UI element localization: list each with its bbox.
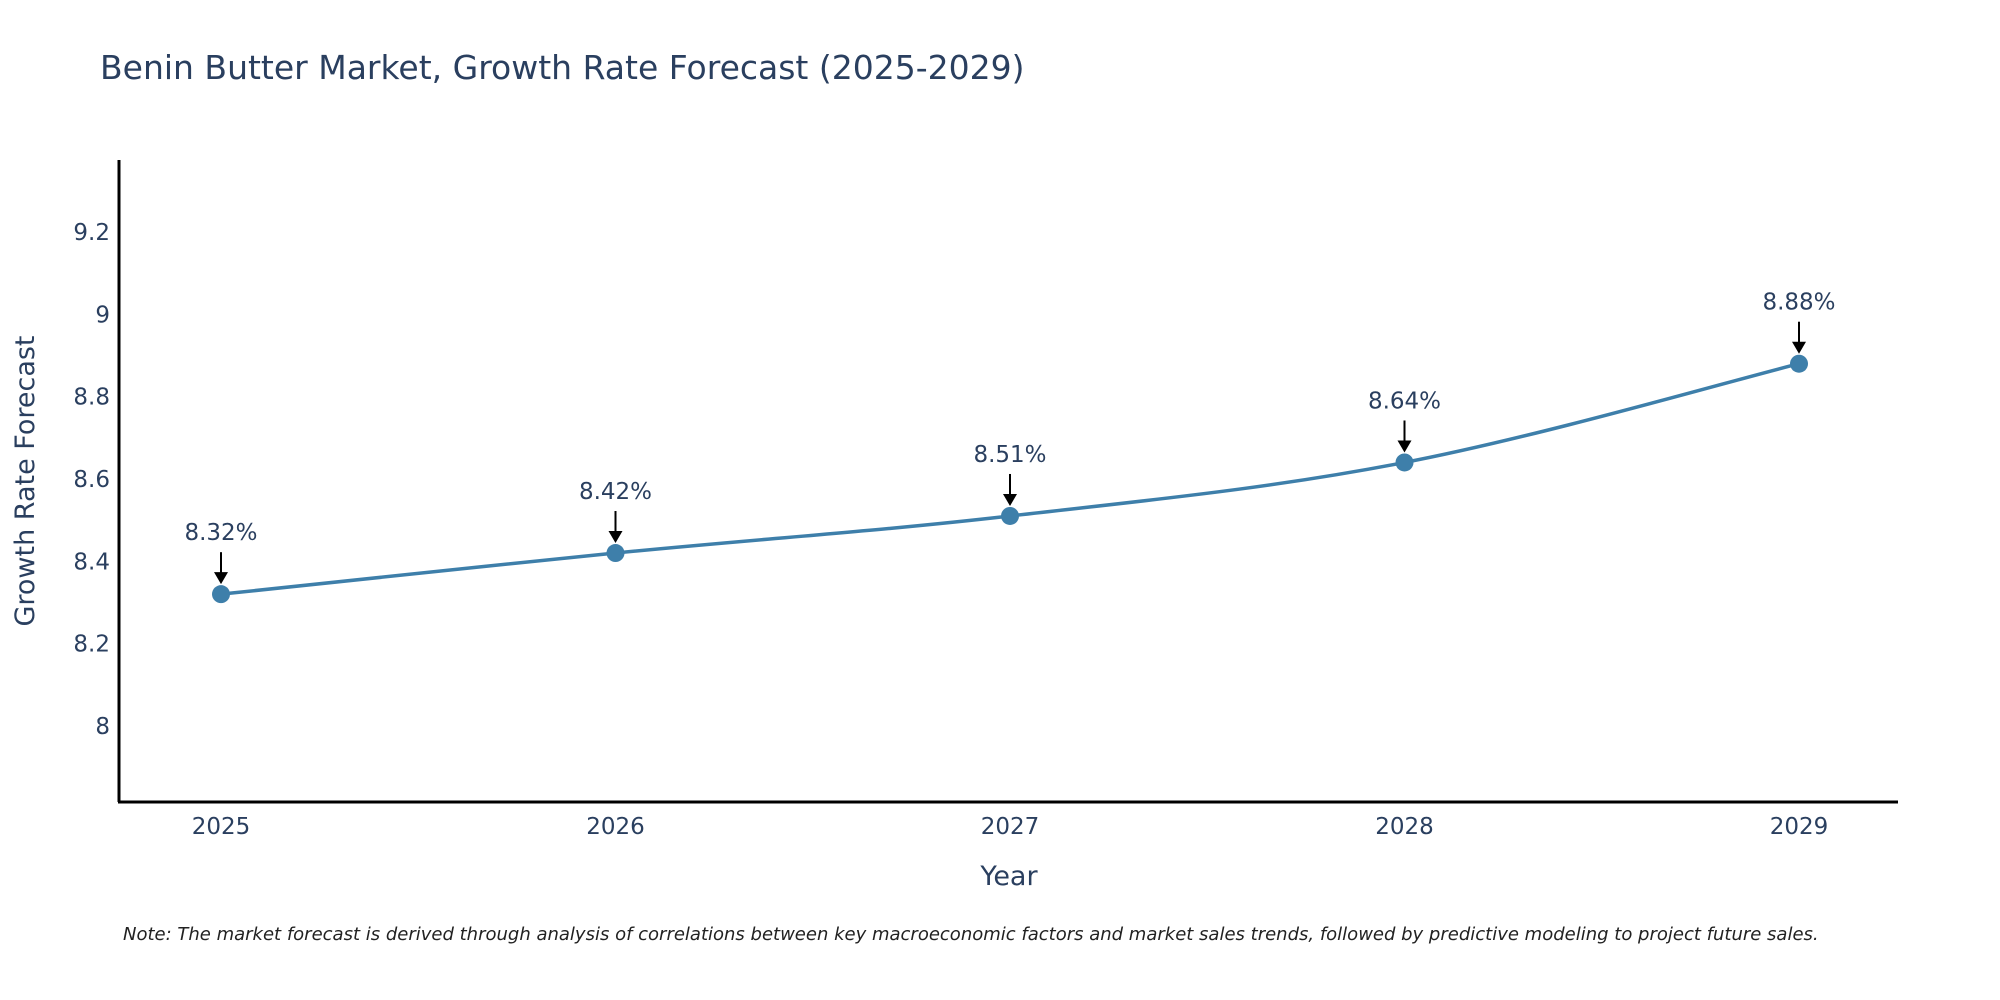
data-point-2026[interactable] — [606, 544, 625, 563]
x-axis-ticks: 2025 2026 2027 2028 2029 — [192, 814, 1829, 840]
y-tick-label: 9 — [95, 302, 110, 328]
footnote: Note: The market forecast is derived thr… — [123, 924, 1819, 945]
data-label-2029: 8.88% — [1762, 290, 1835, 316]
data-point-2028[interactable] — [1395, 453, 1414, 472]
chart-title: Benin Butter Market, Growth Rate Forecas… — [100, 48, 1024, 87]
data-point-2027[interactable] — [1001, 506, 1019, 525]
data-label-2028: 8.64% — [1368, 388, 1441, 414]
data-label-2027: 8.51% — [973, 442, 1046, 468]
x-tick-label: 2027 — [981, 814, 1040, 840]
y-tick-label: 8.6 — [73, 467, 110, 493]
data-point-2029[interactable] — [1790, 354, 1808, 373]
y-tick-label: 8 — [95, 714, 110, 740]
x-tick-label: 2029 — [1770, 814, 1829, 840]
data-label-2025: 8.32% — [184, 520, 257, 546]
annotation-arrow-head — [608, 531, 623, 544]
y-tick-label: 9.2 — [73, 220, 110, 246]
x-tick-label: 2025 — [192, 814, 251, 840]
annotation-arrow-head — [1792, 341, 1806, 354]
data-point-2025[interactable] — [212, 585, 230, 604]
y-axis-ticks: 8 8.2 8.4 8.6 8.8 9 9.2 — [73, 220, 110, 740]
data-label-2026: 8.42% — [579, 479, 652, 505]
annotation-arrow-head — [1397, 440, 1412, 453]
axes — [117, 160, 1898, 804]
x-tick-label: 2028 — [1375, 814, 1434, 840]
y-axis-title: Growth Rate Forecast — [10, 335, 41, 626]
y-tick-label: 8.2 — [73, 632, 110, 658]
series-growth-rate — [212, 354, 1808, 604]
x-axis-title: Year — [979, 861, 1038, 892]
data-annotations: 8.32% 8.42% 8.51% 8.64% 8.88% — [184, 290, 1836, 585]
annotation-arrow-head — [214, 572, 228, 585]
y-tick-label: 8.4 — [73, 549, 110, 575]
annotation-arrow-head — [1003, 493, 1017, 506]
x-tick-label: 2026 — [586, 814, 645, 840]
y-tick-label: 8.8 — [73, 385, 110, 411]
